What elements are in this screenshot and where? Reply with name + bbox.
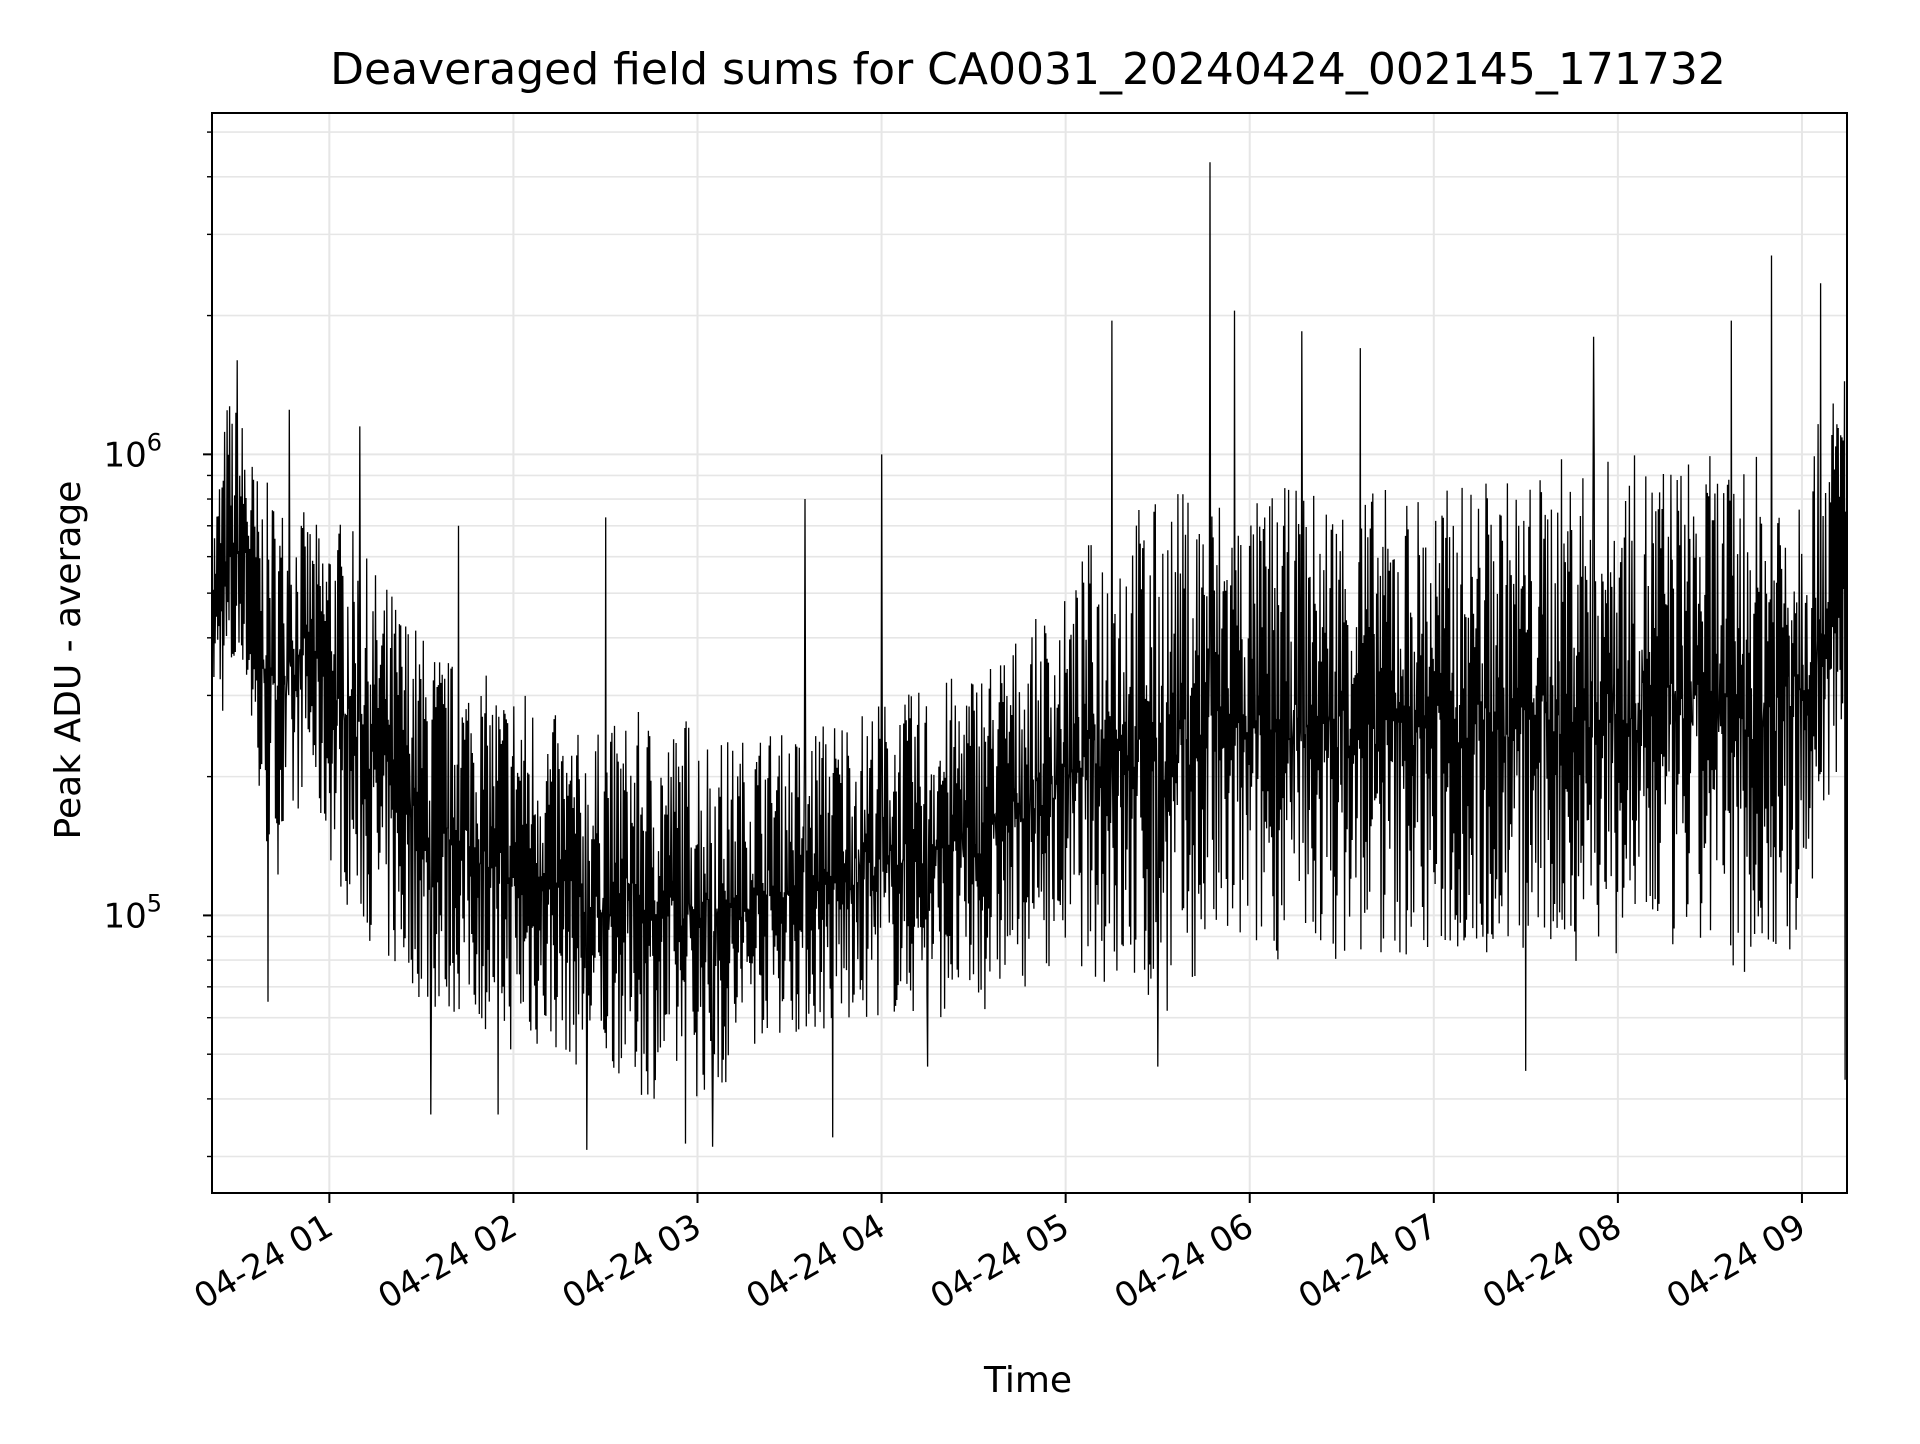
x-tick-label: 04-24 04 (740, 1206, 892, 1317)
x-axis-label: Time (983, 1360, 1072, 1401)
x-tick-label: 04-24 08 (1476, 1206, 1628, 1317)
x-tick-label: 04-24 09 (1660, 1206, 1812, 1317)
y-tick-base: 10 (103, 896, 146, 936)
x-tick-label: 04-24 01 (187, 1206, 339, 1317)
y-tick-exponent: 5 (147, 889, 162, 917)
series-layer (211, 162, 1848, 1150)
plot-frame (211, 112, 1848, 1194)
y-tick-exponent: 6 (147, 428, 162, 456)
x-tick-label: 04-24 05 (924, 1206, 1076, 1317)
x-axis-ticks: 04-24 01 04-24 02 04-24 03 04-24 04 04-24 05… (187, 1193, 1812, 1317)
y-tick-label: 106 (103, 428, 162, 475)
data-series-line (211, 162, 1848, 1150)
y-tick-label: 105 (103, 889, 162, 936)
y-tick-base: 10 (103, 435, 146, 475)
x-tick-label: 04-24 03 (556, 1206, 708, 1317)
x-tick-label: 04-24 07 (1292, 1206, 1444, 1317)
chart-title: Deaveraged field sums for CA0031_2024042… (330, 44, 1726, 95)
x-tick-label: 04-24 06 (1108, 1206, 1260, 1317)
y-axis-label: Peak ADU - average (48, 481, 89, 840)
x-tick-label: 04-24 02 (372, 1206, 524, 1317)
